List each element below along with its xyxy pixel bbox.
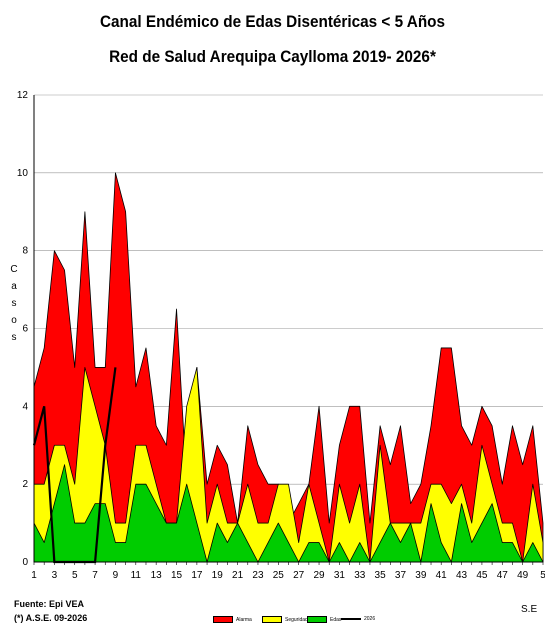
x-tick-label: 31: [334, 570, 346, 581]
x-tick-label: 41: [436, 570, 448, 581]
x-tick-label: 45: [476, 570, 488, 581]
x-tick-label: 13: [151, 570, 163, 581]
legend-label-2026: 2026: [364, 616, 376, 622]
legend-item-seguridad: Seguridad: [262, 616, 308, 623]
y-axis-label-letter: o: [11, 315, 17, 326]
x-tick-label: 17: [191, 570, 203, 581]
y-axis-label-letter: s: [12, 298, 17, 309]
y-tick-label: 10: [17, 168, 29, 179]
x-axis-label: S.E: [521, 604, 538, 615]
y-tick-label: 12: [17, 90, 29, 101]
legend: Alarma Seguridad Edas 2026: [0, 616, 545, 628]
x-tick-label: 43: [456, 570, 468, 581]
legend-label-edas: Edas: [330, 616, 342, 623]
legend-swatch-edas: [307, 616, 327, 623]
x-tick-label: 5: [540, 570, 545, 581]
y-axis-label-letter: a: [11, 281, 17, 292]
y-tick-label: 2: [22, 479, 28, 490]
x-tick-label: 29: [313, 570, 325, 581]
legend-swatch-alarma: [213, 616, 233, 623]
y-axis-label-letter: C: [10, 264, 17, 275]
y-tick-label: 6: [22, 324, 28, 335]
legend-item-alarma: Alarma: [213, 616, 252, 623]
legend-item-edas: Edas: [307, 616, 341, 623]
x-tick-label: 33: [354, 570, 366, 581]
x-tick-label: 23: [252, 570, 264, 581]
x-tick-label: 35: [375, 570, 387, 581]
x-tick-label: 47: [497, 570, 509, 581]
chart-title: Canal Endémico de Edas Disentéricas < 5 …: [99, 12, 446, 31]
x-tick-label: 7: [92, 570, 98, 581]
y-tick-label: 0: [22, 557, 28, 568]
x-tick-label: 39: [415, 570, 427, 581]
x-tick-label: 5: [72, 570, 78, 581]
x-tick-label: 49: [517, 570, 529, 581]
y-axis-label-letter: s: [12, 332, 17, 343]
x-tick-label: 25: [273, 570, 285, 581]
legend-label-alarma: Alarma: [236, 616, 252, 623]
area-edas: [33, 464, 544, 563]
x-tick-label: 21: [232, 570, 244, 581]
source-label: Fuente: Epi VEA: [14, 599, 85, 609]
source-date-label: (*) A.S.E. 09-2026: [14, 613, 88, 623]
legend-item-2026: 2026: [341, 616, 375, 622]
x-tick-label: 1: [31, 570, 37, 581]
x-tick-label: 19: [212, 570, 224, 581]
legend-swatch-seguridad: [262, 616, 282, 623]
x-tick-label: 27: [293, 570, 305, 581]
x-tick-label: 15: [171, 570, 183, 581]
legend-label-seguridad: Seguridad: [285, 616, 308, 623]
x-tick-label: 37: [395, 570, 407, 581]
y-tick-label: 4: [22, 401, 28, 412]
chart-subtitle: Red de Salud Arequipa Caylloma 2019- 202…: [109, 47, 436, 66]
y-tick-label: 8: [22, 246, 28, 257]
x-tick-label: 11: [131, 570, 142, 581]
x-tick-label: 9: [113, 570, 119, 581]
legend-swatch-2026: [341, 618, 361, 620]
x-tick-label: 3: [52, 570, 58, 581]
